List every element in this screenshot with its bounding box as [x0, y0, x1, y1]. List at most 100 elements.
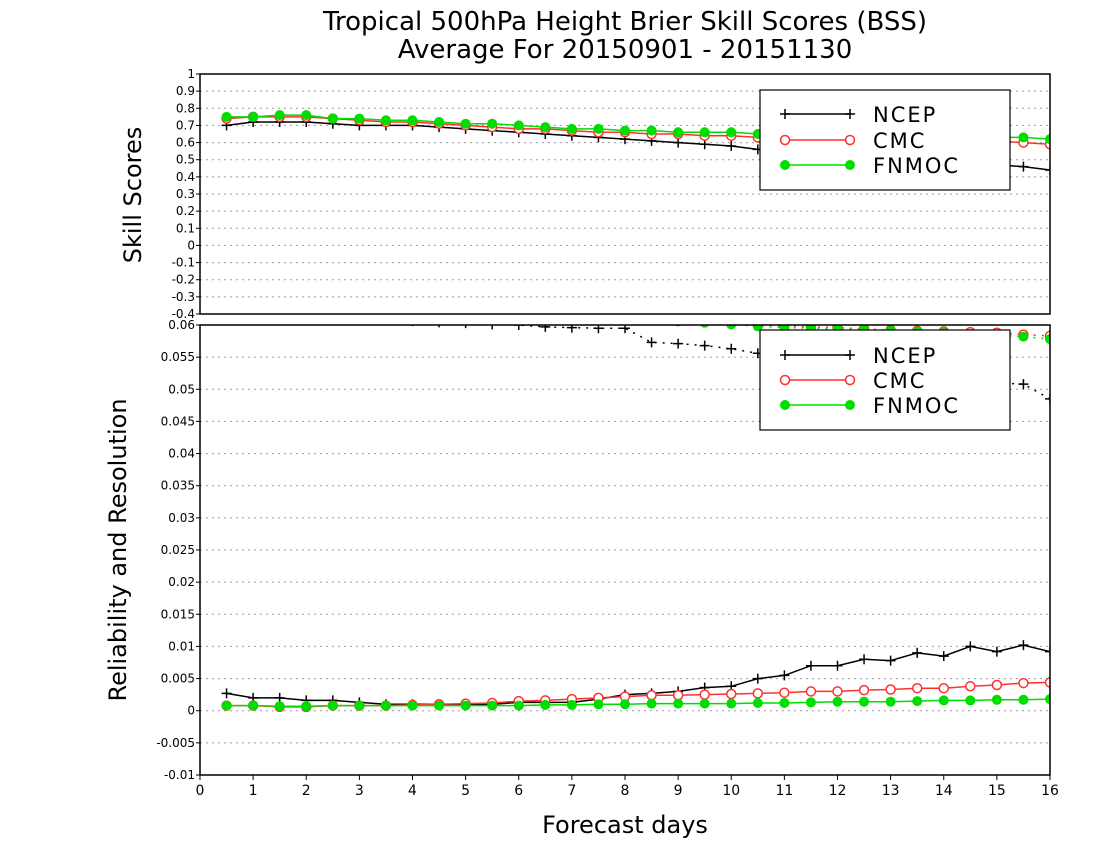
top-point-fnmoc [699, 127, 710, 138]
bottom-point-cmc-reliability [1044, 677, 1050, 688]
x-tick-label: 0 [196, 783, 205, 799]
bottom-legend-entry-cmc: CMC [779, 369, 926, 393]
x-tick-label: 11 [775, 783, 793, 799]
x-tick-label: 16 [1041, 783, 1059, 799]
bottom-point-fnmoc-resolution [328, 296, 338, 306]
bottom-point-fnmoc-reliability [885, 696, 896, 707]
bottom-point-cmc-resolution [435, 305, 444, 314]
bottom-point-cmc-resolution [567, 312, 576, 321]
bottom-point-cmc-reliability [965, 681, 976, 692]
top-point-fnmoc [1018, 132, 1029, 143]
top-legend-entry-ncep: NCEP [780, 103, 937, 127]
bottom-y-tick-label: 0.055 [161, 350, 195, 364]
top-point-fnmoc [726, 127, 737, 138]
bottom-legend-label-fnmoc: FNMOC [873, 394, 960, 418]
bottom-point-fnmoc-reliability [991, 694, 1002, 705]
x-tick-label: 5 [461, 783, 470, 799]
bottom-point-fnmoc-reliability [274, 701, 285, 712]
bottom-point-fnmoc-resolution [540, 307, 550, 317]
bottom-y-tick-label: 0.035 [161, 479, 195, 493]
bottom-point-cmc-reliability [779, 687, 790, 698]
bottom-legend-label-cmc: CMC [873, 369, 926, 393]
top-point-ncep [1018, 161, 1029, 172]
bottom-point-ncep-resolution [1045, 393, 1050, 404]
bottom-point-cmc-reliability [885, 684, 896, 695]
bottom-legend-label-ncep: NCEP [873, 344, 937, 368]
bottom-point-fnmoc-reliability [487, 700, 498, 711]
top-panel-frame [199, 73, 1051, 315]
bottom-point-fnmoc-reliability [566, 699, 577, 710]
bottom-y-tick-label: 0.04 [168, 447, 195, 461]
bottom-point-fnmoc-resolution [567, 308, 577, 318]
bottom-line-fnmoc-reliability [226, 698, 1050, 707]
bottom-point-fnmoc-reliability [593, 699, 604, 710]
bottom-y-tick-label: -0.005 [156, 736, 195, 750]
top-point-fnmoc [566, 123, 577, 134]
bottom-point-cmc-reliability [805, 686, 817, 697]
top-point-fnmoc [1045, 134, 1050, 145]
bottom-point-ncep-resolution [593, 325, 604, 334]
chart-title: Tropical 500hPa Height Brier Skill Score… [322, 7, 927, 37]
bottom-point-fnmoc-reliability [832, 696, 843, 707]
bottom-point-ncep-resolution [726, 343, 737, 354]
bottom-point-cmc-reliability [752, 688, 764, 699]
x-tick-label: 14 [935, 783, 953, 799]
bottom-point-ncep-resolution [540, 325, 551, 332]
bottom-series-ncep-reliability [221, 640, 1050, 710]
bottom-point-cmc-reliability [699, 689, 710, 700]
bottom-point-fnmoc-resolution [1018, 331, 1029, 342]
bottom-point-ncep-reliability [965, 641, 976, 652]
bottom-point-fnmoc-reliability [513, 700, 524, 711]
bottom-point-cmc-reliability [726, 688, 737, 700]
bottom-point-fnmoc-resolution [381, 299, 391, 309]
x-tick-label: 10 [722, 783, 740, 799]
top-y-tick-label: 0.9 [176, 84, 195, 98]
bottom-point-fnmoc-resolution [461, 303, 471, 313]
bottom-point-fnmoc-reliability [327, 700, 338, 711]
bottom-point-fnmoc-reliability [460, 700, 471, 711]
bottom-point-fnmoc-reliability [620, 699, 630, 710]
open-circle-marker-icon [844, 374, 856, 386]
top-point-fnmoc [513, 120, 524, 131]
bottom-point-fnmoc-reliability [805, 697, 816, 708]
bottom-point-cmc-resolution [488, 308, 497, 317]
top-y-tick-label: -0.2 [172, 273, 195, 287]
top-point-fnmoc [380, 115, 391, 126]
bottom-y-tick-label: 0.02 [168, 575, 195, 589]
bottom-point-cmc-resolution [650, 325, 653, 326]
x-tick-label: 4 [408, 783, 417, 799]
bottom-point-ncep-reliability [752, 673, 763, 684]
bottom-y-tick-label: 0.015 [161, 607, 195, 621]
top-legend-entry-fnmoc: FNMOC [780, 154, 958, 178]
plus-marker-icon [780, 350, 855, 360]
bottom-point-fnmoc-resolution [647, 312, 657, 322]
bottom-point-cmc-resolution [328, 300, 337, 309]
top-y-tick-label: -0.3 [172, 290, 195, 304]
bottom-point-fnmoc-reliability [726, 698, 737, 709]
bottom-point-cmc-resolution [275, 297, 284, 306]
top-y-tick-label: 0.4 [176, 170, 195, 184]
top-point-fnmoc [434, 117, 445, 127]
chart-subtitle: Average For 20150901 - 20151130 [398, 35, 853, 65]
bottom-point-fnmoc-resolution [354, 298, 364, 308]
bottom-point-fnmoc-reliability [699, 698, 710, 709]
bottom-point-fnmoc-resolution [222, 291, 232, 301]
bottom-y-tick-label: 0.01 [168, 639, 195, 653]
top-legend: NCEP CMC FNMOC [759, 89, 1011, 191]
bottom-point-ncep-reliability [779, 670, 790, 681]
bottom-y-axis-label: Reliability and Resolution [104, 398, 132, 701]
top-legend-label-ncep: NCEP [873, 103, 937, 127]
bottom-point-fnmoc-reliability [779, 698, 790, 708]
bottom-point-cmc-resolution [381, 303, 390, 312]
bottom-panel-frame [199, 324, 1051, 776]
bottom-point-fnmoc-reliability [540, 699, 551, 710]
x-ticks: 0 1 2 3 4 5 6 7 8 9 10 11 12 13 14 15 16 [196, 775, 1059, 799]
top-legend-label-cmc: CMC [873, 129, 926, 153]
bottom-point-ncep-resolution [620, 325, 630, 334]
filled-circle-marker-icon [780, 160, 790, 170]
bottom-point-ncep-reliability [1018, 640, 1029, 651]
x-tick-label: 9 [674, 783, 683, 799]
top-y-ticks: -0.4 -0.3 -0.2 -0.1 0 0.1 0.2 0.3 0.4 0.5 0.6 0.7 0.… [172, 67, 200, 321]
x-tick-label: 3 [355, 783, 364, 799]
bottom-point-ncep-reliability [885, 655, 896, 666]
